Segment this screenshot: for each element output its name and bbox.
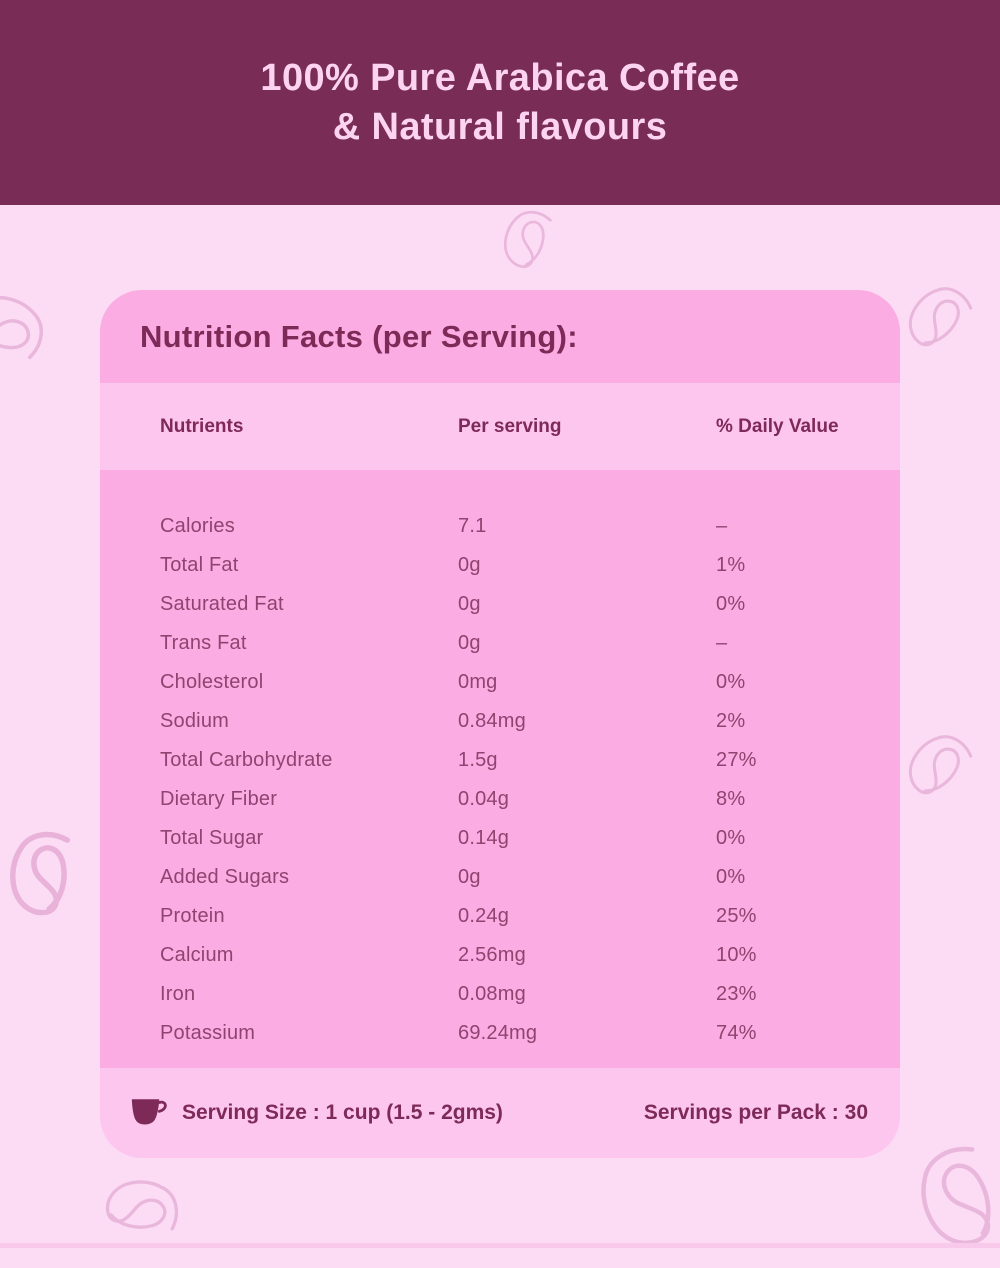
- column-header-daily-value: % Daily Value: [716, 415, 839, 437]
- coffee-cup-icon: [131, 1099, 167, 1125]
- table-row: Total Carbohydrate 1.5g 27%: [100, 741, 900, 780]
- nutrient-name: Sodium: [160, 710, 230, 732]
- card-footer-band: Serving Size : 1 cup (1.5 - 2gms) Servin…: [100, 1068, 900, 1158]
- daily-value: 27%: [716, 749, 757, 771]
- nutrient-name: Iron: [160, 983, 196, 1005]
- coffee-bean-icon: [889, 270, 987, 369]
- table-row: Added Sugars 0g 0%: [100, 858, 900, 897]
- daily-value: 0%: [716, 671, 746, 693]
- per-serving-value: 69.24mg: [458, 1022, 538, 1044]
- per-serving-value: 0.84mg: [458, 710, 526, 732]
- daily-value: 10%: [716, 944, 757, 966]
- nutrient-name: Saturated Fat: [160, 593, 284, 615]
- coffee-bean-icon: [493, 205, 563, 278]
- daily-value: 0%: [716, 827, 746, 849]
- table-row: Trans Fat 0g –: [100, 624, 900, 663]
- per-serving-value: 0.08mg: [458, 983, 526, 1005]
- per-serving-value: 7.1: [458, 515, 487, 537]
- table-row: Protein 0.24g 25%: [100, 897, 900, 936]
- column-header-per-serving: Per serving: [458, 415, 562, 437]
- nutrient-name: Protein: [160, 905, 225, 927]
- product-title: 100% Pure Arabica Coffee & Natural flavo…: [260, 54, 739, 151]
- table-row: Saturated Fat 0g 0%: [100, 585, 900, 624]
- daily-value: 23%: [716, 983, 757, 1005]
- serving-size-group: Serving Size : 1 cup (1.5 - 2gms): [127, 1093, 503, 1133]
- coffee-bean-icon: [0, 281, 52, 374]
- coffee-bean-icon: [889, 718, 987, 817]
- table-row: Cholesterol 0mg 0%: [100, 663, 900, 702]
- table-row: Potassium 69.24mg 74%: [100, 1014, 900, 1053]
- daily-value: –: [716, 632, 728, 654]
- daily-value: 1%: [716, 554, 746, 576]
- per-serving-value: 0g: [458, 554, 481, 576]
- daily-value: 74%: [716, 1022, 757, 1044]
- daily-value: 8%: [716, 788, 746, 810]
- daily-value: –: [716, 515, 728, 537]
- card-title-band: Nutrition Facts (per Serving):: [100, 290, 900, 383]
- product-title-line1: 100% Pure Arabica Coffee: [260, 56, 740, 99]
- nutrient-name: Total Fat: [160, 554, 239, 576]
- table-row: Sodium 0.84mg 2%: [100, 702, 900, 741]
- header-banner: 100% Pure Arabica Coffee & Natural flavo…: [0, 0, 1000, 205]
- per-serving-value: 0.04g: [458, 788, 510, 810]
- per-serving-value: 0g: [458, 593, 481, 615]
- product-title-line2: & Natural flavours: [332, 105, 668, 148]
- nutrient-name: Potassium: [160, 1022, 256, 1044]
- daily-value: 0%: [716, 866, 746, 888]
- per-serving-value: 1.5g: [458, 749, 498, 771]
- per-serving-value: 0.14g: [458, 827, 510, 849]
- nutrient-name: Cholesterol: [160, 671, 264, 693]
- table-row: Dietary Fiber 0.04g 8%: [100, 780, 900, 819]
- table-row: Calories 7.1 –: [100, 507, 900, 546]
- coffee-bean-icon: [96, 1166, 185, 1252]
- daily-value: 25%: [716, 905, 757, 927]
- table-header-row: Nutrients Per serving % Daily Value: [100, 383, 900, 470]
- per-serving-value: 0mg: [458, 671, 498, 693]
- column-header-nutrients: Nutrients: [160, 415, 244, 437]
- nutrient-name: Calories: [160, 515, 235, 537]
- table-row: Iron 0.08mg 23%: [100, 975, 900, 1014]
- per-serving-value: 0g: [458, 632, 481, 654]
- table-row: Calcium 2.56mg 10%: [100, 936, 900, 975]
- table-body: Calories 7.1 – Total Fat 0g 1% Saturated…: [100, 470, 900, 1068]
- nutrient-name: Dietary Fiber: [160, 788, 278, 810]
- per-serving-value: 0.24g: [458, 905, 510, 927]
- nutrient-name: Calcium: [160, 944, 234, 966]
- table-row: Total Sugar 0.14g 0%: [100, 819, 900, 858]
- nutrient-name: Total Carbohydrate: [160, 749, 333, 771]
- nutrition-facts-card: Nutrition Facts (per Serving): Nutrients…: [100, 290, 900, 1158]
- serving-size-text: Serving Size : 1 cup (1.5 - 2gms): [182, 1101, 503, 1124]
- table-row: Total Fat 0g 1%: [100, 546, 900, 585]
- servings-per-pack-text: Servings per Pack : 30: [643, 1101, 868, 1124]
- daily-value: 0%: [716, 593, 746, 615]
- nutrient-name: Total Sugar: [160, 827, 264, 849]
- daily-value: 2%: [716, 710, 746, 732]
- coffee-bean-icon: [0, 827, 90, 924]
- card-title: Nutrition Facts (per Serving):: [140, 318, 578, 354]
- bottom-edge-strip: [0, 1243, 1000, 1248]
- per-serving-value: 0g: [458, 866, 481, 888]
- nutrient-name: Trans Fat: [160, 632, 247, 654]
- nutrient-name: Added Sugars: [160, 866, 290, 888]
- per-serving-value: 2.56mg: [458, 944, 526, 966]
